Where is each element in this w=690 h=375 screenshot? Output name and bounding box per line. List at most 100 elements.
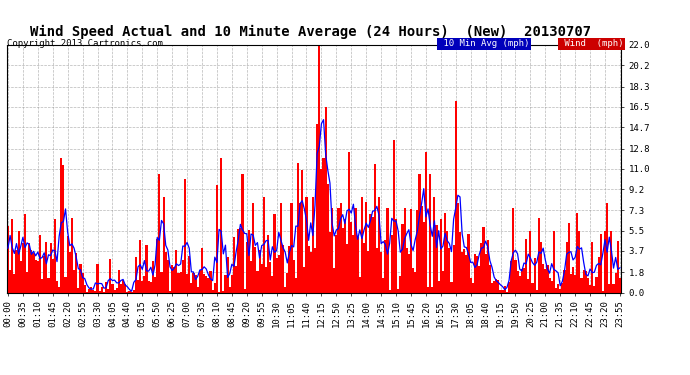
Bar <box>418 174 421 292</box>
Bar <box>226 257 228 292</box>
Bar <box>177 273 179 292</box>
Bar <box>263 197 265 292</box>
Bar <box>393 140 395 292</box>
Bar <box>235 266 237 292</box>
Bar <box>69 252 71 292</box>
Bar <box>602 291 604 292</box>
Bar <box>568 223 570 292</box>
Bar <box>56 281 58 292</box>
Bar <box>203 274 205 292</box>
Bar <box>595 277 598 292</box>
Bar <box>316 124 318 292</box>
Bar <box>275 258 277 292</box>
Bar <box>118 270 120 292</box>
Bar <box>139 240 141 292</box>
Bar <box>246 242 248 292</box>
Bar <box>619 278 621 292</box>
Bar <box>591 242 593 292</box>
Bar <box>468 234 470 292</box>
Bar <box>339 203 342 292</box>
Bar <box>79 264 81 292</box>
Bar <box>493 281 495 292</box>
Bar <box>273 214 275 292</box>
Bar <box>297 163 299 292</box>
Bar <box>478 266 480 292</box>
Bar <box>13 274 15 292</box>
Bar <box>440 219 442 292</box>
Bar <box>81 273 83 292</box>
Bar <box>582 270 584 292</box>
Bar <box>608 284 611 292</box>
Bar <box>421 207 423 292</box>
Bar <box>504 286 506 292</box>
Bar <box>527 279 529 292</box>
Bar <box>186 274 188 292</box>
Bar <box>97 264 99 292</box>
Bar <box>304 267 306 292</box>
Bar <box>412 267 414 292</box>
Bar <box>163 198 165 292</box>
Bar <box>433 197 435 292</box>
Bar <box>284 288 286 292</box>
Bar <box>135 257 137 292</box>
Bar <box>175 251 177 292</box>
Bar <box>551 281 553 292</box>
Bar <box>148 281 150 292</box>
Bar <box>228 287 230 292</box>
Bar <box>169 291 171 292</box>
Bar <box>351 222 353 292</box>
Bar <box>184 179 186 292</box>
Bar <box>369 214 371 292</box>
Bar <box>83 285 86 292</box>
Bar <box>77 288 79 292</box>
Bar <box>197 287 199 292</box>
Bar <box>357 237 359 292</box>
Bar <box>146 245 148 292</box>
Bar <box>446 231 448 292</box>
Bar <box>181 260 184 292</box>
Bar <box>402 224 404 292</box>
Bar <box>141 281 144 292</box>
Bar <box>86 291 88 292</box>
Bar <box>132 290 135 292</box>
Bar <box>397 290 400 292</box>
Bar <box>99 291 101 292</box>
Bar <box>306 197 308 292</box>
Bar <box>24 214 26 292</box>
Bar <box>9 270 11 292</box>
Bar <box>480 243 482 292</box>
Bar <box>529 231 531 292</box>
Bar <box>190 283 193 292</box>
Bar <box>425 152 427 292</box>
Bar <box>410 209 412 292</box>
Bar <box>277 255 280 292</box>
Bar <box>613 284 615 292</box>
Bar <box>546 265 549 292</box>
Bar <box>337 208 339 292</box>
Bar <box>293 260 295 292</box>
Bar <box>124 284 126 292</box>
Bar <box>199 270 201 292</box>
Bar <box>461 252 463 292</box>
Bar <box>310 252 312 292</box>
Bar <box>101 288 103 292</box>
Bar <box>67 236 69 292</box>
Bar <box>463 249 465 292</box>
Bar <box>542 264 544 292</box>
Bar <box>457 203 459 292</box>
Bar <box>88 289 90 292</box>
Bar <box>30 250 32 292</box>
Bar <box>423 222 425 292</box>
Bar <box>572 267 574 292</box>
Bar <box>353 235 355 292</box>
Bar <box>371 217 374 292</box>
Bar <box>207 279 210 292</box>
Bar <box>386 208 388 292</box>
Bar <box>237 229 239 292</box>
Bar <box>239 228 241 292</box>
Bar <box>531 283 533 292</box>
Bar <box>555 288 557 292</box>
Bar <box>160 272 163 292</box>
Bar <box>521 270 523 292</box>
Bar <box>43 256 46 292</box>
